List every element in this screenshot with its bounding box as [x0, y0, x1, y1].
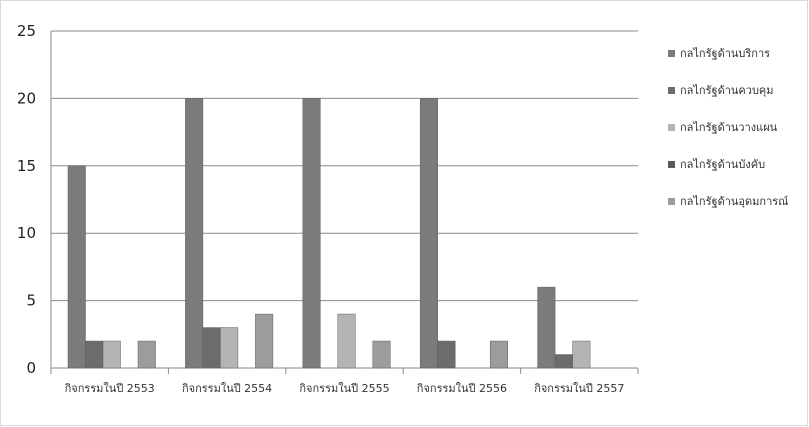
bar-3-3 [337, 313, 356, 369]
x-tick-label: กิจกรรมในปี 2557 [534, 382, 625, 395]
gridlines [51, 30, 638, 302]
legend-swatch [668, 87, 675, 94]
x-tick-label: กิจกรรมในปี 2556 [416, 382, 507, 395]
bar-2-2 [202, 327, 221, 369]
y-tick-label: 10 [17, 224, 36, 242]
bar-1-4 [419, 98, 438, 369]
legend-label: กลไกรัฐด้านวางแผน [680, 121, 778, 134]
y-tick-label: 0 [26, 359, 36, 377]
bar-2-5 [554, 354, 573, 369]
bar-1-2 [185, 98, 204, 369]
legend-label: กลไกรัฐด้านบังคับ [680, 158, 765, 171]
bar-2-4 [437, 340, 456, 369]
axis-labels: 0 5 10 15 20 25 กิจกรรมในปี 2553 กิจกรรมในปี 25… [17, 22, 624, 395]
legend-swatch [668, 161, 675, 168]
x-tick-label: กิจกรรมในปี 2553 [64, 382, 155, 395]
y-tick-label: 20 [17, 89, 36, 107]
bar-5-4 [489, 340, 508, 369]
legend-label: กลไกรัฐด้านอุดมการณ์ [680, 195, 788, 208]
bar-5-1 [137, 340, 156, 369]
bar-3-5 [572, 340, 591, 369]
x-tick-label: กิจกรรมในปี 2555 [299, 382, 390, 395]
legend-swatch [668, 50, 675, 57]
legend-label: กลไกรัฐด้านควบคุม [680, 84, 774, 97]
bar-1-5 [537, 286, 556, 369]
bar-5-2 [255, 313, 274, 369]
bar-1-1 [67, 165, 86, 369]
legend-swatch [668, 198, 675, 205]
bar-3-2 [220, 327, 239, 369]
bar-2-1 [85, 340, 104, 369]
bar-3-1 [102, 340, 121, 369]
x-tick-label: กิจกรรมในปี 2554 [182, 382, 273, 395]
bars [67, 98, 591, 369]
bar-5-3 [372, 340, 391, 369]
bar-1-3 [302, 98, 321, 369]
y-tick-label: 5 [26, 292, 36, 310]
y-tick-label: 25 [17, 22, 36, 40]
y-tick-label: 15 [17, 157, 36, 175]
legend: กลไกรัฐด้านบริการกลไกรัฐด้านควบคุมกลไกรั… [668, 47, 788, 208]
legend-swatch [668, 124, 675, 131]
legend-label: กลไกรัฐด้านบริการ [680, 47, 770, 60]
